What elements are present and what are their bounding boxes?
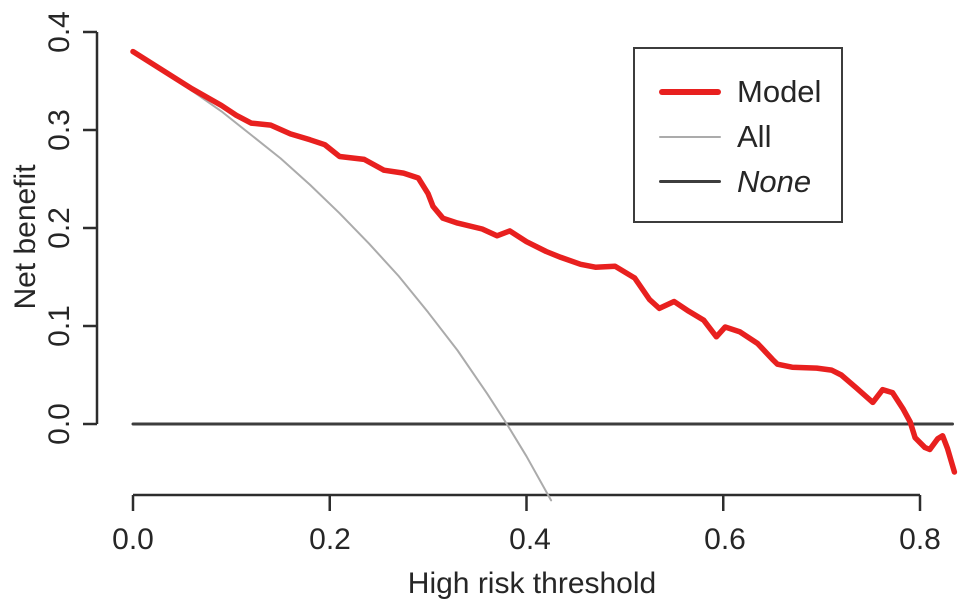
y-axis-title: Net benefit <box>9 164 42 310</box>
legend-label-all: All <box>737 119 772 154</box>
y-tick-label: 0.4 <box>43 11 76 53</box>
x-tick-label: 0.2 <box>309 523 351 556</box>
all-line-icon <box>659 135 721 138</box>
legend-item-all: All <box>635 114 841 159</box>
y-tick-label: 0.1 <box>43 305 76 347</box>
legend-item-model: Model <box>635 69 841 114</box>
x-tick-label: 0.8 <box>899 523 941 556</box>
y-tick-label: 0.0 <box>43 403 76 445</box>
model-line-icon <box>659 88 721 95</box>
legend-label-none: None <box>737 164 812 199</box>
x-tick-label: 0.6 <box>704 523 746 556</box>
x-tick-label: 0.4 <box>509 523 551 556</box>
legend-item-none: None <box>635 159 841 204</box>
legend: Model All None <box>633 47 843 223</box>
x-axis-title: High risk threshold <box>407 567 657 600</box>
x-tick-label: 0.0 <box>112 523 154 556</box>
y-tick-label: 0.2 <box>43 207 76 249</box>
legend-label-model: Model <box>737 74 822 109</box>
y-tick-label: 0.3 <box>43 109 76 151</box>
none-line-icon <box>659 180 721 183</box>
